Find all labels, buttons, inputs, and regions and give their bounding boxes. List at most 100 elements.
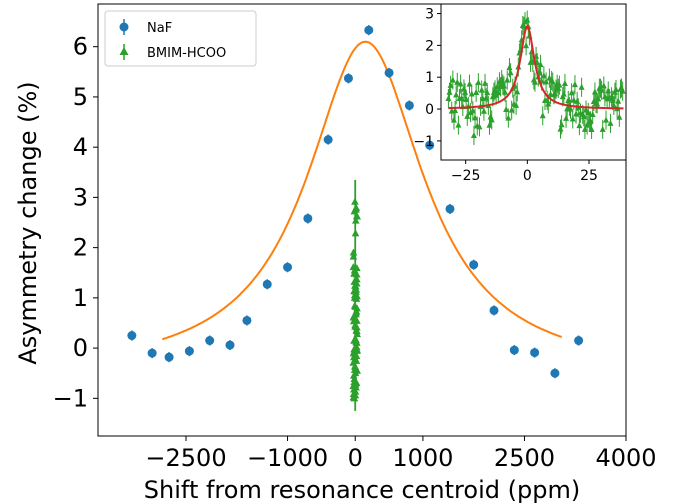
- bmim-point: [349, 390, 358, 398]
- inset-point: [561, 79, 568, 86]
- inset-point: [449, 76, 456, 83]
- naf-point: [469, 260, 479, 270]
- bmim-point: [353, 264, 361, 272]
- inset-point: [578, 83, 585, 90]
- inset-point: [537, 60, 544, 67]
- bmim-point: [351, 362, 360, 370]
- y-tick-label: 2: [73, 234, 88, 262]
- inset-point: [505, 114, 512, 121]
- inset-y-tick-label: 1: [425, 70, 434, 86]
- main-axes-frame: [97, 3, 627, 437]
- inset-point: [568, 89, 575, 96]
- inset-point: [556, 81, 563, 88]
- bmim-point: [351, 321, 359, 329]
- inset-point: [540, 72, 547, 79]
- inset-point: [598, 86, 605, 93]
- inset-y-tick-label: −1: [413, 134, 434, 150]
- naf-point: [425, 140, 435, 150]
- bmim-point: [351, 229, 360, 237]
- inset-point: [610, 101, 617, 108]
- naf-point: [509, 345, 519, 355]
- naf-point: [242, 315, 252, 325]
- inset-point: [472, 114, 479, 121]
- inset-point: [588, 125, 595, 132]
- inset-point: [480, 107, 487, 114]
- y-axis-label: Asymmetry change (%): [14, 81, 42, 364]
- inset-point: [531, 78, 538, 85]
- bmim-point: [349, 371, 358, 379]
- naf-point: [323, 135, 333, 145]
- bmim-point: [351, 216, 360, 224]
- bmim-point: [350, 347, 358, 355]
- inset-point: [455, 121, 462, 128]
- inset-point: [473, 88, 480, 95]
- inset-point: [475, 79, 482, 86]
- bmim-point: [350, 269, 358, 277]
- inset-plot: −25 0 25 −1 0 1 2 3: [413, 3, 627, 184]
- inset-point: [563, 114, 570, 121]
- naf-point: [225, 340, 235, 350]
- bmim-point: [352, 285, 361, 293]
- naf-point: [404, 100, 414, 110]
- inset-point: [508, 106, 515, 113]
- inset-point: [514, 88, 521, 95]
- inset-point: [539, 112, 546, 119]
- naf-point: [283, 262, 293, 272]
- inset-point: [619, 87, 626, 94]
- inset-point: [454, 78, 461, 85]
- inset-point: [502, 88, 509, 95]
- inset-point: [484, 89, 491, 96]
- bmim-point: [353, 366, 362, 374]
- inset-y-tick-label: 3: [425, 7, 434, 23]
- bmim-point: [349, 358, 358, 366]
- x-tick-label: 0: [348, 444, 363, 472]
- naf-point: [574, 336, 584, 346]
- inset-point: [560, 90, 567, 97]
- inset-point: [543, 78, 550, 85]
- naf-point: [384, 68, 394, 78]
- bmim-point: [350, 277, 359, 285]
- inset-y-tick-label: 0: [425, 102, 434, 118]
- inset-point: [503, 105, 510, 112]
- inset-point: [571, 81, 578, 88]
- naf-point: [184, 346, 194, 356]
- inset-point: [464, 112, 471, 119]
- inset-point: [488, 116, 495, 123]
- inset-point: [476, 123, 483, 130]
- x-tick-label: 1000: [392, 444, 453, 472]
- bmim-point: [350, 293, 359, 301]
- inset-point: [504, 76, 511, 83]
- y-tick-label: 4: [73, 133, 88, 161]
- inset-y-tick-label: 2: [425, 38, 434, 54]
- bmim-point: [351, 281, 359, 289]
- naf-point: [445, 204, 455, 214]
- naf-point: [530, 348, 540, 358]
- inset-axes-frame: [440, 3, 627, 161]
- bmim-point: [349, 248, 358, 256]
- bmim-point: [350, 312, 358, 320]
- naf-point: [164, 352, 174, 362]
- y-tick-label: 5: [73, 83, 88, 111]
- inset-point: [523, 42, 530, 49]
- bmim-point: [352, 338, 360, 346]
- x-tick-label: 4000: [595, 444, 656, 472]
- inset-fit-curve: [448, 25, 624, 110]
- inset-point: [469, 107, 476, 114]
- bmim-point: [353, 304, 361, 312]
- bmim-point: [350, 375, 359, 383]
- inset-point: [558, 121, 565, 128]
- inset-point: [450, 116, 457, 123]
- y-tick-label: 0: [73, 334, 88, 362]
- inset-point: [466, 80, 473, 87]
- inset-point: [576, 122, 583, 129]
- y-tick-label: −1: [53, 384, 88, 412]
- inset-x-tick-label: −25: [451, 168, 481, 184]
- naf-point: [550, 368, 560, 378]
- inset-point: [545, 100, 552, 107]
- legend-box: [104, 10, 257, 67]
- naf-point: [262, 279, 272, 289]
- naf-point: [489, 305, 499, 315]
- legend: NaF BMIM-HCOO: [104, 10, 257, 67]
- inset-point: [573, 110, 580, 117]
